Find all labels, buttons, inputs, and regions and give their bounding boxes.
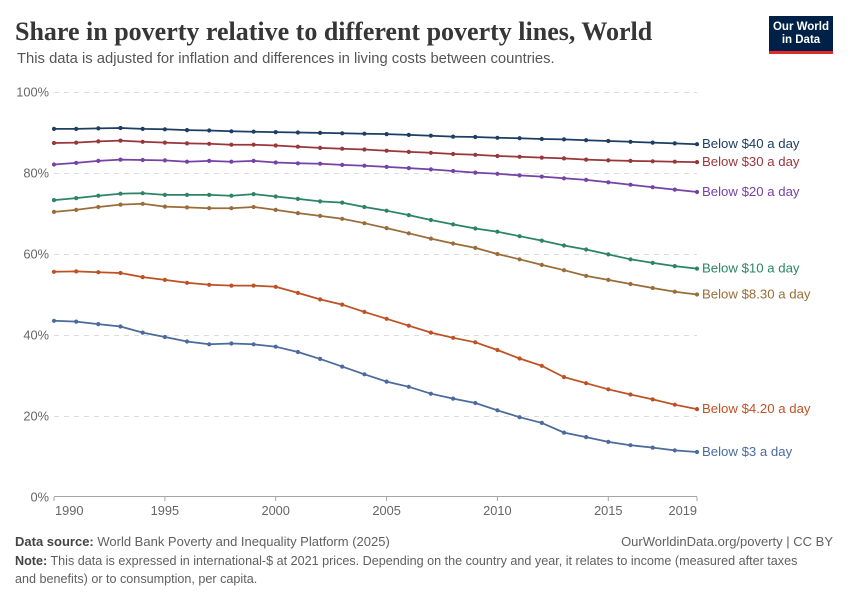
svg-text:Below $3 a day: Below $3 a day xyxy=(702,444,793,459)
svg-text:Below $40 a day: Below $40 a day xyxy=(702,136,800,151)
svg-text:0%: 0% xyxy=(31,489,50,504)
svg-text:Below $20 a day: Below $20 a day xyxy=(702,184,800,199)
svg-text:Below $4.20 a day: Below $4.20 a day xyxy=(702,401,811,416)
svg-text:2015: 2015 xyxy=(594,503,622,518)
svg-text:Below $8.30 a day: Below $8.30 a day xyxy=(702,286,811,301)
svg-text:2010: 2010 xyxy=(483,503,511,518)
svg-text:1995: 1995 xyxy=(151,503,179,518)
svg-text:2005: 2005 xyxy=(372,503,400,518)
svg-text:100%: 100% xyxy=(16,84,49,99)
svg-text:1990: 1990 xyxy=(55,503,83,518)
svg-text:20%: 20% xyxy=(23,408,49,423)
svg-text:Below $10 a day: Below $10 a day xyxy=(702,261,800,276)
svg-text:80%: 80% xyxy=(23,165,49,180)
svg-text:2019: 2019 xyxy=(669,503,697,518)
svg-text:2000: 2000 xyxy=(261,503,289,518)
svg-text:40%: 40% xyxy=(23,327,49,342)
svg-text:60%: 60% xyxy=(23,246,49,261)
svg-text:Below $30 a day: Below $30 a day xyxy=(702,154,800,169)
